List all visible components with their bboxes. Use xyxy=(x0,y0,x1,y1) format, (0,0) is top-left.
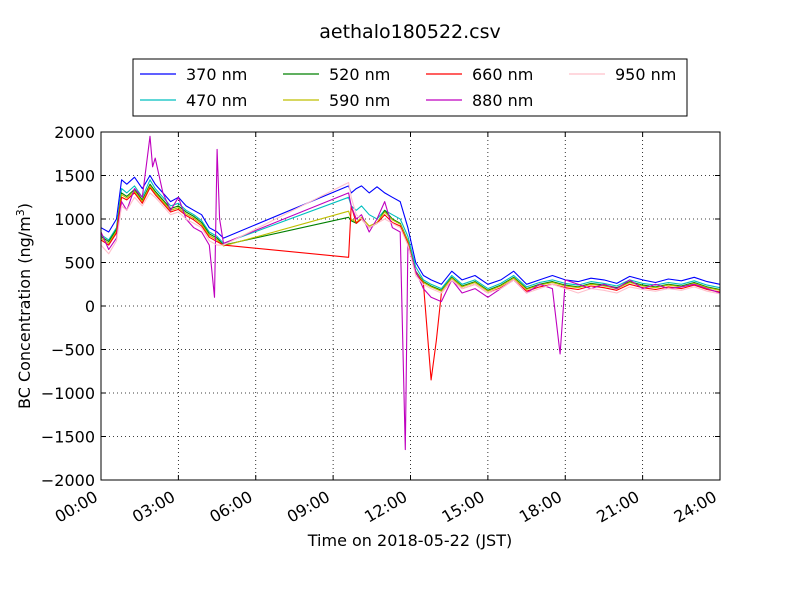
legend: 370 nm 470 nm 520 nm 590 nm 660 nm 880 nm 950 … xyxy=(132,58,688,117)
series-line-880-nm xyxy=(100,135,721,451)
y-tick-label: −500 xyxy=(51,341,95,360)
y-tick-label: 500 xyxy=(64,254,95,273)
legend-label: 370 nm xyxy=(186,65,247,84)
series-line-660-nm xyxy=(100,187,721,381)
ticks xyxy=(100,131,721,481)
y-tick-label: −2000 xyxy=(41,471,95,490)
series-line-470-nm xyxy=(100,179,721,290)
y-axis-label-superscript: 3 xyxy=(14,209,27,216)
series-line-590-nm xyxy=(100,185,721,292)
legend-label: 950 nm xyxy=(615,65,676,84)
series-line-370-nm xyxy=(100,174,721,285)
y-tick-label: 1500 xyxy=(54,167,95,186)
legend-label: 470 nm xyxy=(186,91,247,110)
series-layer xyxy=(100,135,721,451)
y-axis-label-text: BC Concentration (ng/m xyxy=(15,216,34,409)
y-tick-label: −1500 xyxy=(41,428,95,447)
x-axis-label: Time on 2018-05-22 (JST) xyxy=(307,531,512,550)
y-tick-label: 1000 xyxy=(54,210,95,229)
legend-label: 590 nm xyxy=(329,91,390,110)
series-line-950-nm xyxy=(100,181,721,295)
legend-label: 660 nm xyxy=(472,65,533,84)
y-tick-label: 2000 xyxy=(54,123,95,142)
y-tick-label: −1000 xyxy=(41,384,95,403)
y-axis-label: BC Concentration (ng/m3) xyxy=(14,203,34,409)
chart-title: aethalo180522.csv xyxy=(319,21,501,43)
legend-box xyxy=(132,58,688,117)
legend-label: 520 nm xyxy=(329,65,390,84)
legend-label: 880 nm xyxy=(472,91,533,110)
y-axis-label-close: ) xyxy=(15,203,34,209)
y-tick-label: 0 xyxy=(85,297,95,316)
